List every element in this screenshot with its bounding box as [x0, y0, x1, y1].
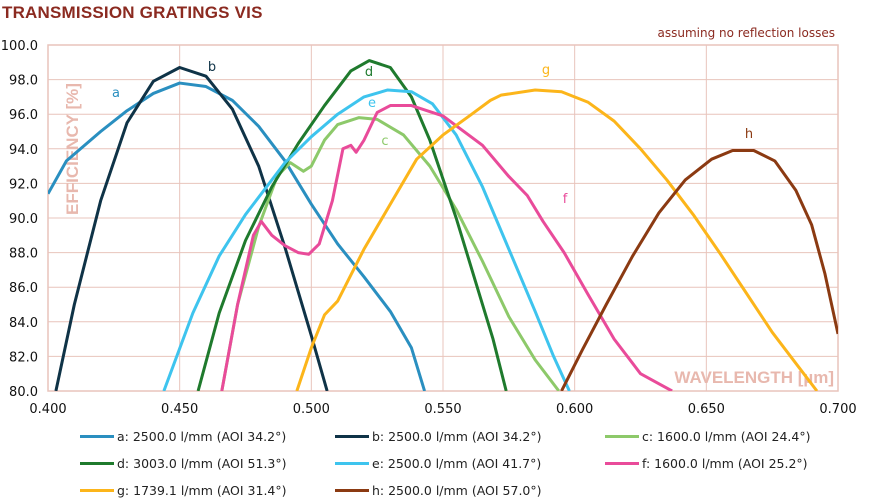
series-line-d	[196, 59, 508, 391]
legend-item-g: g: 1739.1 l/mm (AOI 31.4°)	[80, 483, 287, 498]
chart-title: TRANSMISSION GRATINGS VIS	[2, 3, 263, 22]
legend-label: a: 2500.0 l/mm (AOI 34.2°)	[117, 429, 287, 444]
legend-item-a: a: 2500.0 l/mm (AOI 34.2°)	[80, 429, 286, 444]
y-tick-label: 86.0	[9, 281, 38, 296]
legend-item-d: d: 3003.0 l/mm (AOI 51.3°)	[80, 456, 287, 471]
y-tick-label: 90.0	[9, 212, 38, 227]
legend-label: g: 1739.1 l/mm (AOI 31.4°)	[117, 483, 287, 498]
series-line-a	[48, 81, 427, 391]
series-line-f	[220, 104, 673, 391]
legend-swatch	[80, 489, 114, 492]
y-tick-label: 94.0	[9, 143, 38, 158]
legend-label: b: 2500.0 l/mm (AOI 34.2°)	[372, 429, 542, 444]
x-tick-label: 0.500	[293, 402, 330, 417]
series-label-f: f	[563, 192, 568, 207]
x-tick-label: 0.650	[688, 402, 725, 417]
x-tick-label: 0.700	[819, 402, 856, 417]
legend-label: h: 2500.0 l/mm (AOI 57.0°)	[372, 483, 542, 498]
series-label-b: b	[208, 60, 216, 75]
series-line-g	[295, 88, 819, 391]
legend-item-e: e: 2500.0 l/mm (AOI 41.7°)	[335, 456, 541, 471]
legend-swatch	[605, 435, 639, 438]
x-axis-label: WAVELENGTH [µm]	[674, 368, 834, 387]
series-label-h: h	[745, 127, 753, 142]
y-tick-label: 100.0	[1, 39, 38, 54]
series-line-c	[220, 116, 561, 391]
legend-label: c: 1600.0 l/mm (AOI 24.4°)	[642, 429, 811, 444]
legend-swatch	[335, 435, 369, 438]
y-tick-label: 98.0	[9, 74, 38, 89]
series-label-a: a	[112, 86, 120, 101]
legend-swatch	[80, 435, 114, 438]
series-line-b	[54, 65, 329, 391]
legend-item-b: b: 2500.0 l/mm (AOI 34.2°)	[335, 429, 542, 444]
x-tick-label: 0.400	[29, 402, 66, 417]
series-label-g: g	[542, 63, 550, 78]
y-axis-label: EFFICIENCY [%]	[63, 83, 82, 215]
y-tick-label: 82.0	[9, 350, 38, 365]
legend-item-h: h: 2500.0 l/mm (AOI 57.0°)	[335, 483, 542, 498]
x-tick-label: 0.550	[424, 402, 461, 417]
series-label-c: c	[381, 134, 388, 149]
series-label-d: d	[365, 65, 373, 80]
y-tick-label: 92.0	[9, 177, 38, 192]
y-tick-label: 96.0	[9, 108, 38, 123]
x-tick-label: 0.600	[556, 402, 593, 417]
plot-border	[47, 44, 839, 392]
y-tick-label: 80.0	[9, 385, 38, 400]
y-tick-label: 88.0	[9, 247, 38, 262]
annotation: assuming no reflection losses	[657, 26, 836, 40]
legend-label: e: 2500.0 l/mm (AOI 41.7°)	[372, 456, 542, 471]
series-line-e	[162, 88, 571, 391]
legend-item-c: c: 1600.0 l/mm (AOI 24.4°)	[605, 429, 810, 444]
legend-item-f: f: 1600.0 l/mm (AOI 25.2°)	[605, 456, 808, 471]
legend-label: f: 1600.0 l/mm (AOI 25.2°)	[642, 456, 808, 471]
legend-swatch	[335, 489, 369, 492]
legend-swatch	[335, 462, 369, 465]
legend-swatch	[605, 462, 639, 465]
y-tick-label: 84.0	[9, 316, 38, 331]
x-tick-label: 0.450	[161, 402, 198, 417]
series-line-h	[560, 149, 838, 391]
legend-label: d: 3003.0 l/mm (AOI 51.3°)	[117, 456, 287, 471]
legend-swatch	[80, 462, 114, 465]
series-label-e: e	[368, 96, 376, 111]
